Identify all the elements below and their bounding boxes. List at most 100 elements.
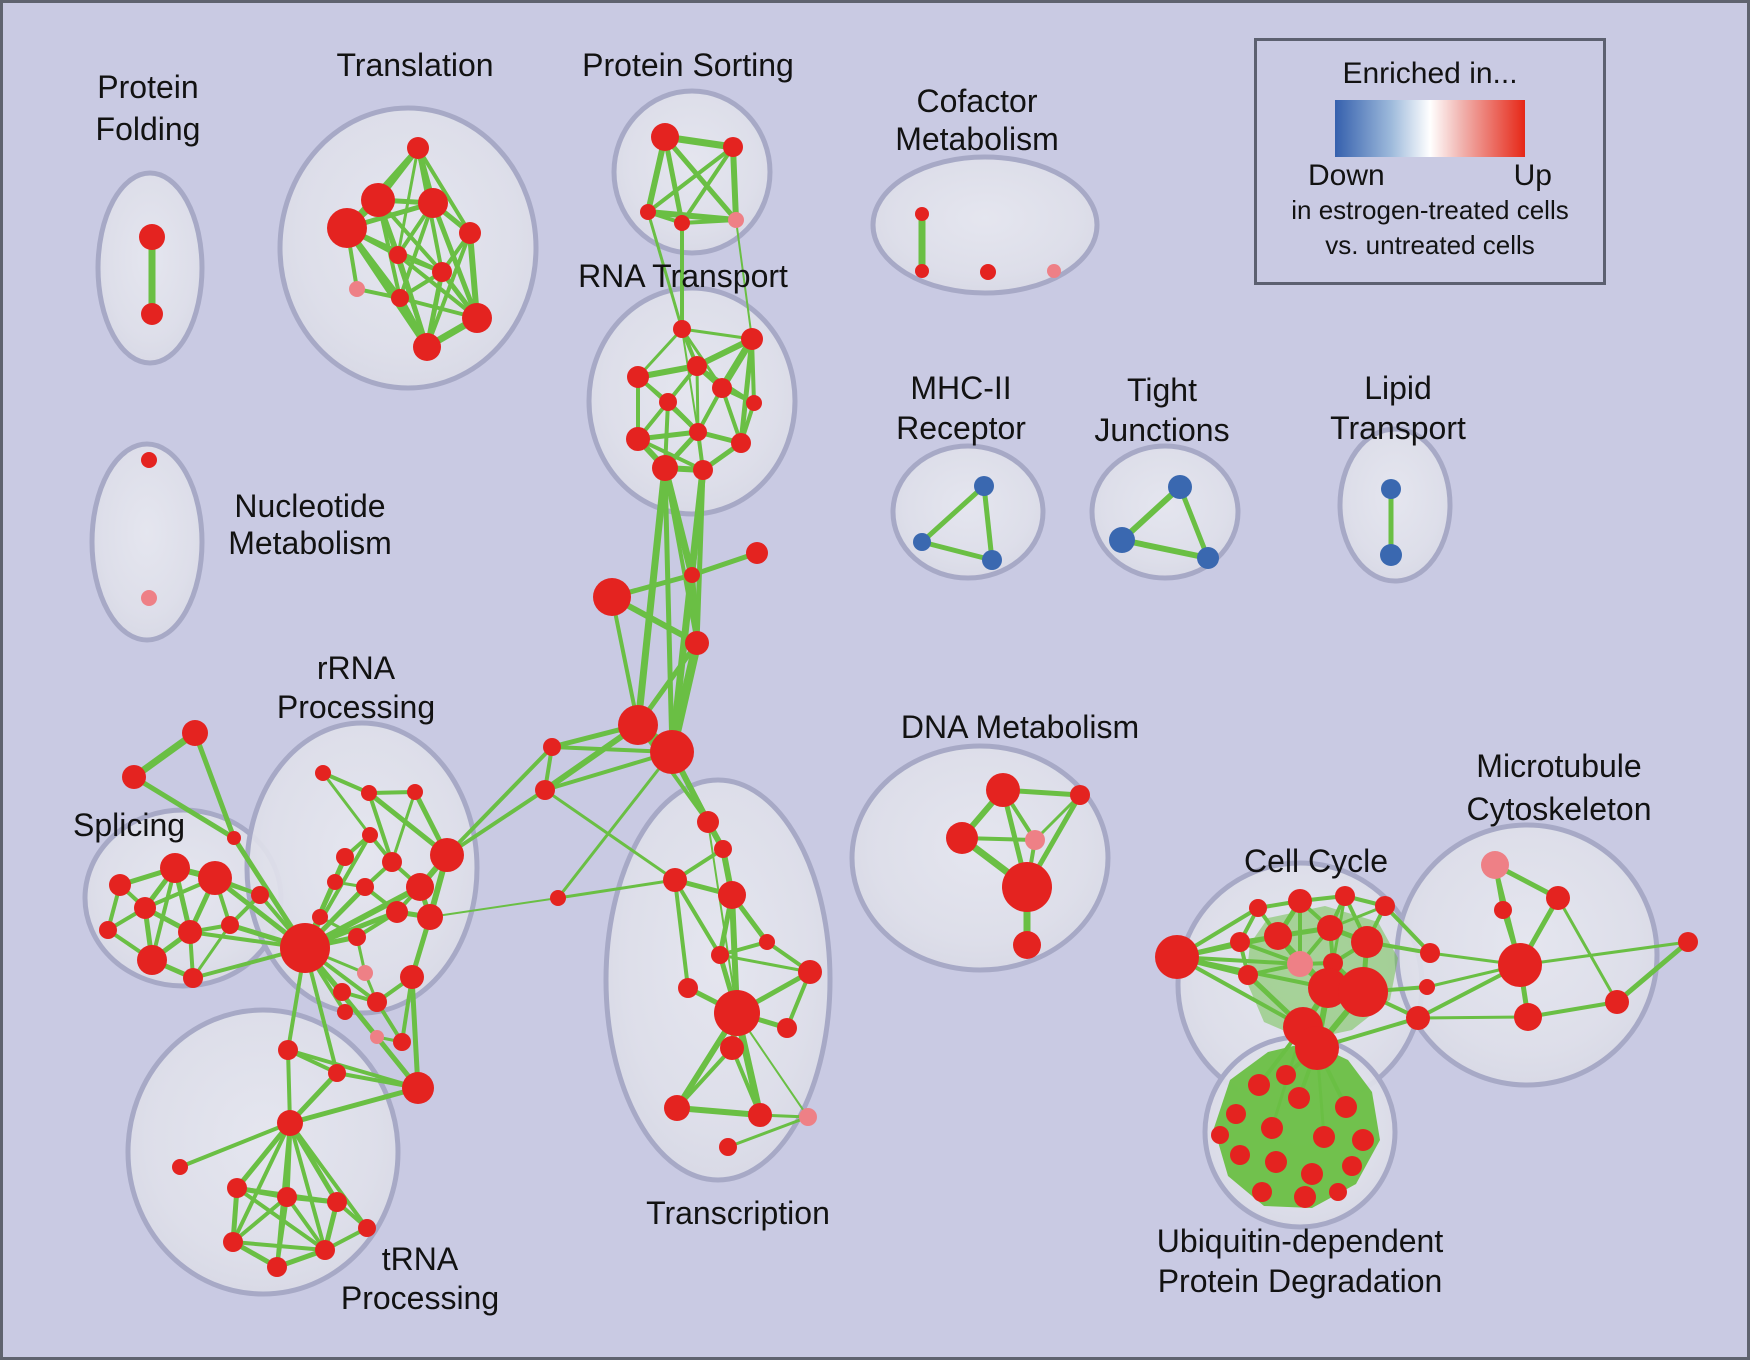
gene-set-node[interactable] (327, 874, 343, 890)
gene-set-node[interactable] (731, 433, 751, 453)
gene-set-node[interactable] (400, 965, 424, 989)
gene-set-node[interactable] (728, 212, 744, 228)
gene-set-node[interactable] (1013, 931, 1041, 959)
gene-set-node[interactable] (1070, 785, 1090, 805)
gene-set-node[interactable] (652, 455, 678, 481)
gene-set-node[interactable] (333, 983, 351, 1001)
gene-set-node[interactable] (673, 320, 691, 338)
gene-set-node[interactable] (198, 861, 232, 895)
gene-set-node[interactable] (1420, 943, 1440, 963)
gene-set-node[interactable] (741, 328, 763, 350)
gene-set-node[interactable] (982, 550, 1002, 570)
gene-set-node[interactable] (1308, 968, 1348, 1008)
gene-set-node[interactable] (280, 923, 330, 973)
gene-set-node[interactable] (1380, 544, 1402, 566)
gene-set-node[interactable] (1230, 932, 1250, 952)
gene-set-node[interactable] (798, 960, 822, 984)
gene-set-node[interactable] (402, 1072, 434, 1104)
gene-set-node[interactable] (336, 848, 354, 866)
gene-set-node[interactable] (1335, 1096, 1357, 1118)
gene-set-node[interactable] (1211, 1126, 1229, 1144)
gene-set-node[interactable] (712, 378, 732, 398)
gene-set-node[interactable] (391, 289, 409, 307)
gene-set-node[interactable] (1226, 1104, 1246, 1124)
gene-set-node[interactable] (719, 1138, 737, 1156)
gene-set-node[interactable] (356, 878, 374, 896)
gene-set-node[interactable] (407, 784, 423, 800)
gene-set-node[interactable] (1295, 1026, 1339, 1070)
gene-set-node[interactable] (99, 921, 117, 939)
gene-set-node[interactable] (651, 123, 679, 151)
gene-set-node[interactable] (1352, 1129, 1374, 1151)
gene-set-node[interactable] (1288, 1087, 1310, 1109)
gene-set-node[interactable] (759, 934, 775, 950)
gene-set-node[interactable] (406, 873, 434, 901)
gene-set-node[interactable] (1276, 1065, 1296, 1085)
gene-set-node[interactable] (315, 1240, 335, 1260)
gene-set-node[interactable] (535, 780, 555, 800)
gene-set-node[interactable] (1351, 926, 1383, 958)
gene-set-node[interactable] (430, 838, 464, 872)
gene-set-node[interactable] (1248, 1074, 1270, 1096)
gene-set-node[interactable] (650, 730, 694, 774)
gene-set-node[interactable] (227, 1178, 247, 1198)
gene-set-node[interactable] (389, 246, 407, 264)
gene-set-node[interactable] (689, 423, 707, 441)
gene-set-node[interactable] (137, 945, 167, 975)
gene-set-node[interactable] (550, 890, 566, 906)
gene-set-node[interactable] (1002, 862, 1052, 912)
gene-set-node[interactable] (357, 965, 373, 981)
gene-set-node[interactable] (618, 705, 658, 745)
gene-set-node[interactable] (139, 224, 165, 250)
gene-set-node[interactable] (134, 897, 156, 919)
gene-set-node[interactable] (182, 720, 208, 746)
gene-set-node[interactable] (1338, 967, 1388, 1017)
gene-set-node[interactable] (362, 827, 378, 843)
gene-set-node[interactable] (278, 1040, 298, 1060)
gene-set-node[interactable] (459, 222, 481, 244)
gene-set-node[interactable] (974, 476, 994, 496)
gene-set-node[interactable] (678, 978, 698, 998)
gene-set-node[interactable] (1265, 1151, 1287, 1173)
gene-set-node[interactable] (1288, 889, 1312, 913)
gene-set-node[interactable] (799, 1108, 817, 1126)
gene-set-node[interactable] (1342, 1156, 1362, 1176)
gene-set-node[interactable] (687, 356, 707, 376)
gene-set-node[interactable] (251, 886, 269, 904)
gene-set-node[interactable] (382, 852, 402, 872)
gene-set-node[interactable] (1481, 851, 1509, 879)
gene-set-node[interactable] (1252, 1182, 1272, 1202)
gene-set-node[interactable] (1419, 979, 1435, 995)
gene-set-node[interactable] (714, 990, 760, 1036)
gene-set-node[interactable] (627, 366, 649, 388)
gene-set-node[interactable] (1109, 527, 1135, 553)
gene-set-node[interactable] (172, 1159, 188, 1175)
gene-set-node[interactable] (674, 215, 690, 231)
gene-set-node[interactable] (349, 281, 365, 297)
gene-set-node[interactable] (432, 262, 452, 282)
gene-set-node[interactable] (720, 1036, 744, 1060)
gene-set-node[interactable] (711, 946, 729, 964)
gene-set-node[interactable] (417, 904, 443, 930)
gene-set-node[interactable] (684, 567, 700, 583)
gene-set-node[interactable] (1313, 1126, 1335, 1148)
gene-set-node[interactable] (946, 822, 978, 854)
gene-set-node[interactable] (1498, 943, 1542, 987)
gene-set-node[interactable] (1025, 830, 1045, 850)
gene-set-node[interactable] (327, 1192, 347, 1212)
gene-set-node[interactable] (746, 542, 768, 564)
gene-set-node[interactable] (777, 1018, 797, 1038)
gene-set-node[interactable] (746, 395, 762, 411)
gene-set-node[interactable] (122, 765, 146, 789)
gene-set-node[interactable] (1678, 932, 1698, 952)
gene-set-node[interactable] (659, 393, 677, 411)
gene-set-node[interactable] (1168, 475, 1192, 499)
gene-set-node[interactable] (1155, 935, 1199, 979)
gene-set-node[interactable] (693, 460, 713, 480)
gene-set-node[interactable] (1406, 1006, 1430, 1030)
gene-set-node[interactable] (714, 840, 732, 858)
gene-set-node[interactable] (986, 773, 1020, 807)
gene-set-node[interactable] (141, 590, 157, 606)
gene-set-node[interactable] (1264, 922, 1292, 950)
gene-set-node[interactable] (367, 992, 387, 1012)
